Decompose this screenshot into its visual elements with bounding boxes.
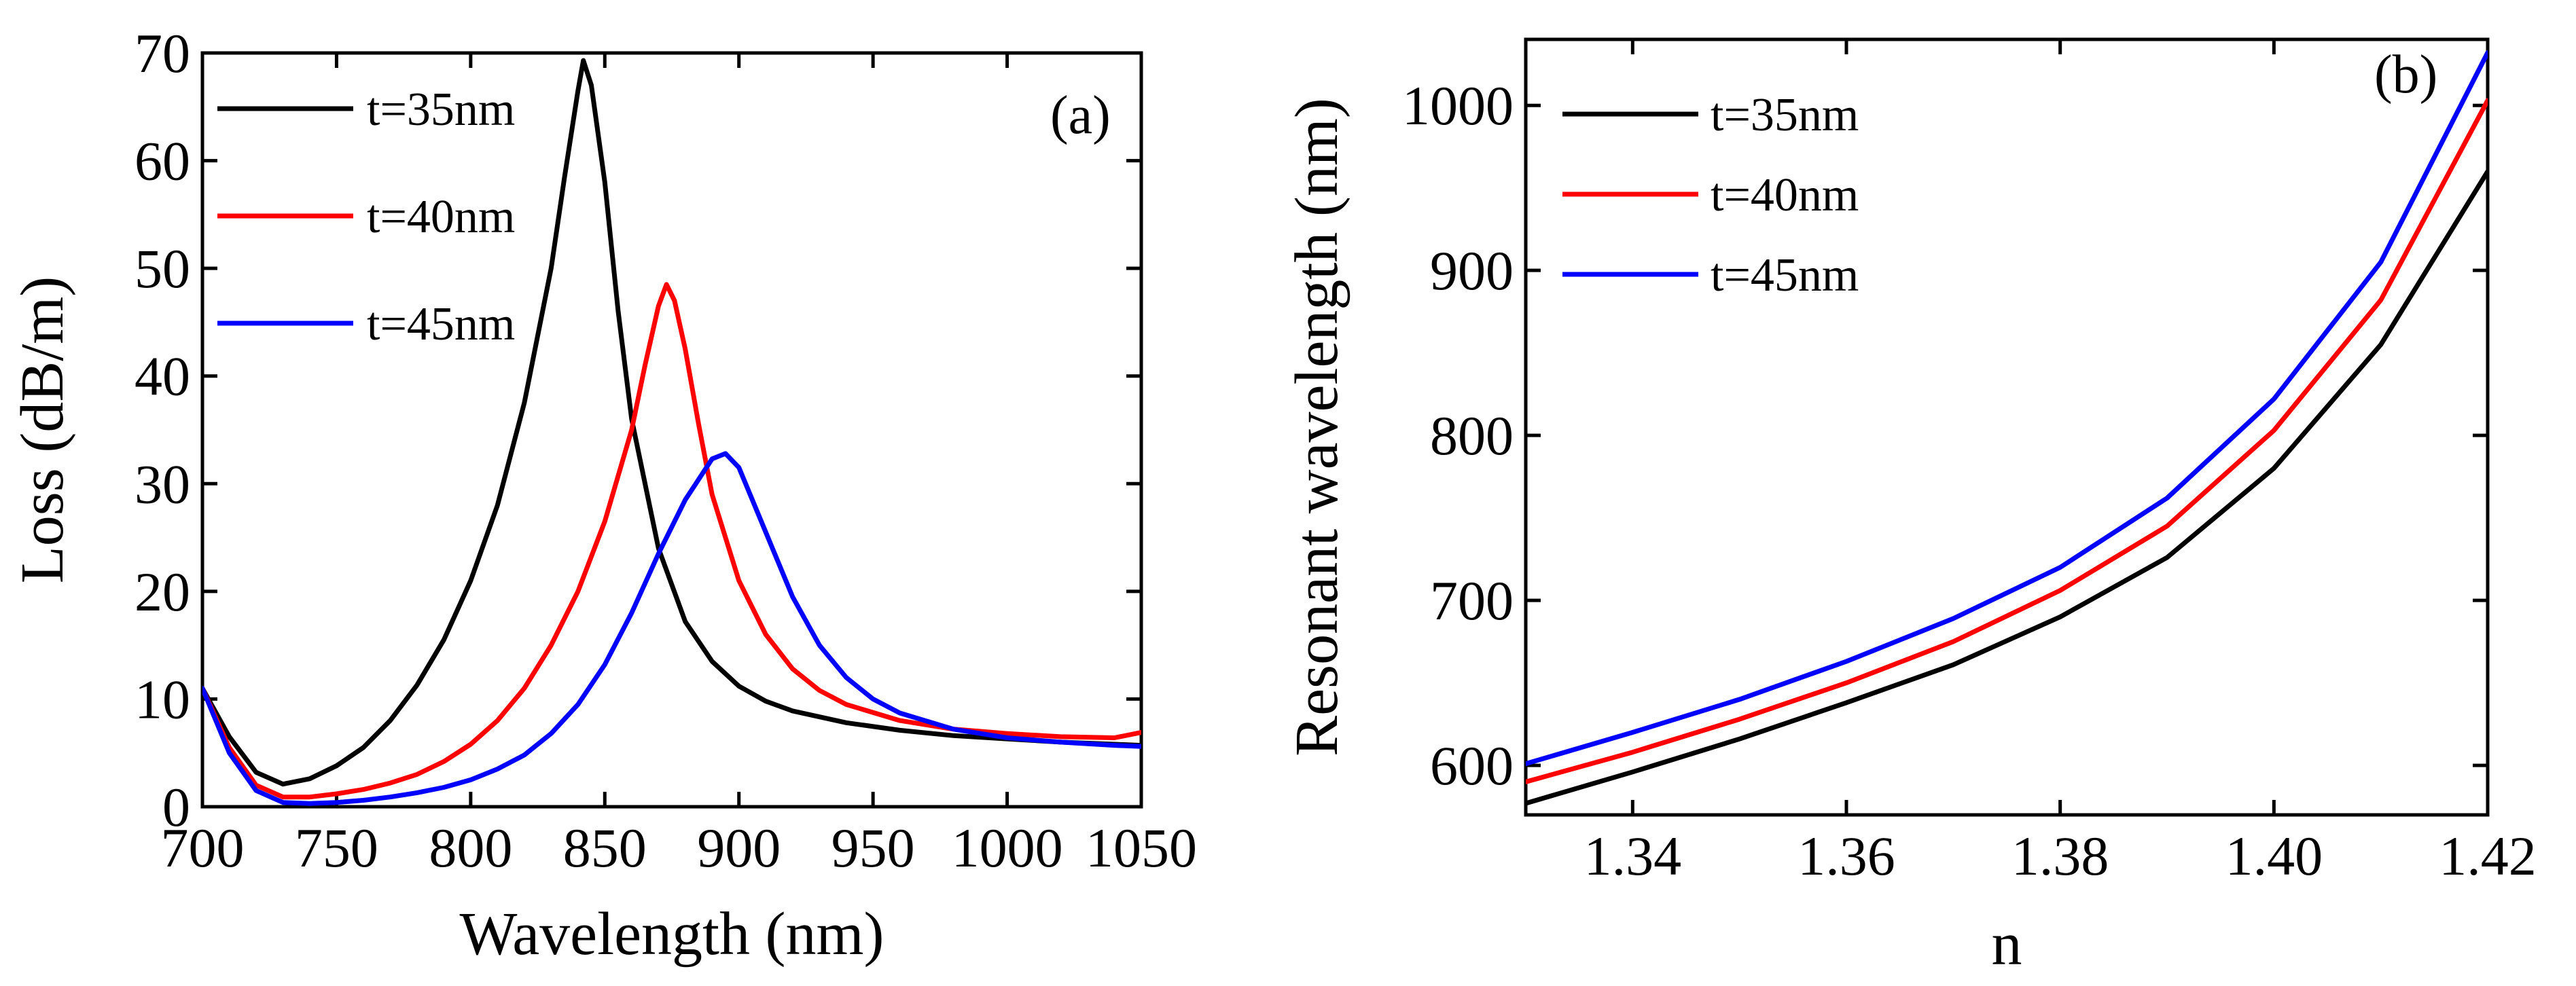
x-tick-label: 1.34 bbox=[1584, 825, 1682, 887]
series-line-t=35nm bbox=[1526, 168, 2488, 806]
chart-panel-b: 1.34 1.36 1.38 1.40 1.42 600 700 800 900 1000 n Res… bbox=[1283, 37, 2537, 978]
y-tick-label: 700 bbox=[1430, 570, 1514, 632]
x-tick-label: 1.36 bbox=[1797, 825, 1895, 887]
legend-label: t=45nm bbox=[1711, 249, 1859, 302]
legend-label: t=45nm bbox=[367, 298, 515, 350]
y-tick-label: 60 bbox=[135, 130, 190, 192]
x-tick-label: 850 bbox=[563, 817, 647, 879]
series-line-t=40nm bbox=[202, 282, 1141, 800]
y-tick-label: 900 bbox=[1430, 240, 1514, 302]
x-tick-label: 1050 bbox=[1086, 817, 1197, 879]
x-tick-label: 800 bbox=[429, 817, 512, 879]
panel-label: (a) bbox=[1050, 86, 1111, 145]
y-tick-label: 800 bbox=[1430, 405, 1514, 467]
x-tick-label: 1.38 bbox=[2011, 825, 2109, 887]
y-axis-title: Loss (dB/m) bbox=[9, 276, 76, 584]
y-tick-label: 0 bbox=[162, 776, 190, 838]
series-line-t=40nm bbox=[1526, 98, 2488, 784]
legend-label: t=40nm bbox=[367, 191, 515, 243]
x-tick-label: 1.42 bbox=[2439, 825, 2537, 887]
legend-label: t=35nm bbox=[367, 84, 515, 136]
x-tick-label: 950 bbox=[831, 817, 915, 879]
series-line-t=45nm bbox=[1526, 50, 2488, 767]
series-line-t=45nm bbox=[202, 451, 1141, 806]
y-tick-label: 40 bbox=[135, 346, 190, 407]
legend-label: t=40nm bbox=[1711, 169, 1859, 221]
x-tick-label: 1000 bbox=[952, 817, 1063, 879]
y-tick-label: 1000 bbox=[1402, 75, 1514, 136]
chart-panel-a: 700 750 800 850 900 950 1000 1050 0 10 20 30 40 50 60 7… bbox=[9, 22, 1197, 968]
panel-label: (b) bbox=[2374, 45, 2437, 105]
y-axis-title: Resonant wavelength (nm) bbox=[1283, 98, 1350, 756]
x-axis-title: Wavelength (nm) bbox=[459, 900, 884, 968]
x-tick-label: 700 bbox=[161, 817, 245, 879]
y-tick-label: 30 bbox=[135, 453, 190, 515]
x-axis-title: n bbox=[1992, 911, 2022, 978]
plot-frame bbox=[200, 51, 1143, 809]
legend-label: t=35nm bbox=[1711, 89, 1859, 141]
y-tick-label: 70 bbox=[135, 22, 190, 84]
x-tick-label: 900 bbox=[697, 817, 781, 879]
plot-frame bbox=[1524, 37, 2490, 817]
y-tick-label: 50 bbox=[135, 238, 190, 299]
y-tick-label: 600 bbox=[1430, 735, 1514, 797]
x-tick-label: 750 bbox=[295, 817, 378, 879]
x-tick-label: 1.40 bbox=[2225, 825, 2323, 887]
y-tick-label: 10 bbox=[135, 668, 190, 730]
y-tick-label: 20 bbox=[135, 561, 190, 623]
series-line-t=35nm bbox=[202, 58, 1141, 787]
